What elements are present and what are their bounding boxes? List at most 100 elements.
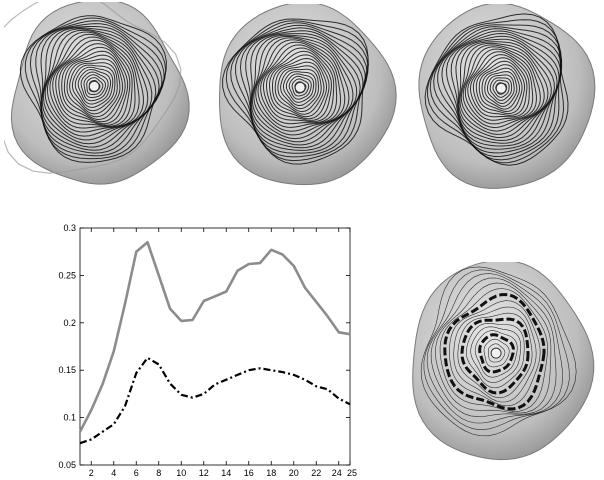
contour — [77, 68, 112, 105]
contour — [69, 62, 118, 115]
y-tick-label: 0.25 — [58, 270, 76, 280]
contour — [251, 35, 354, 140]
contour — [222, 18, 369, 165]
contour — [486, 74, 515, 105]
contour — [474, 330, 518, 378]
y-tick-label: 0.15 — [58, 365, 76, 375]
contour — [274, 61, 325, 115]
contour — [435, 282, 552, 414]
contour — [464, 48, 537, 125]
contour — [427, 19, 565, 164]
contour — [483, 338, 510, 368]
surface-peak — [88, 80, 100, 92]
y-tick-label: 0.2 — [63, 318, 76, 328]
contour — [472, 57, 528, 116]
contour — [478, 64, 523, 113]
y-tick-label: 0.05 — [58, 460, 76, 470]
contour — [445, 32, 560, 147]
contour — [469, 54, 530, 118]
contour — [66, 58, 121, 118]
y-axis: 0.05 0.1 0.15 0.2 0.25 0.3 — [58, 223, 350, 470]
x-tick-label: 24 — [332, 468, 342, 478]
contour — [424, 13, 569, 166]
contour — [266, 50, 332, 121]
contour — [453, 306, 537, 403]
contour — [86, 77, 104, 95]
contour — [49, 36, 136, 129]
contour — [420, 266, 577, 437]
contour — [288, 75, 312, 100]
y-tick-label: 0.3 — [63, 223, 76, 233]
contour — [423, 269, 570, 431]
contour — [239, 27, 366, 151]
surface-fold — [4, 2, 182, 174]
contour — [230, 22, 369, 158]
contour — [450, 35, 558, 144]
x-axis: 2 4 6 8 10 12 14 16 18 20 22 24 25 — [89, 228, 357, 478]
contour — [235, 24, 368, 154]
contour — [481, 67, 521, 110]
contour-lines — [222, 18, 369, 165]
contour — [262, 47, 335, 123]
contour — [253, 37, 350, 136]
plot-frame — [79, 227, 351, 466]
x-tick-label: 10 — [176, 468, 186, 478]
contour — [426, 273, 564, 424]
contour — [488, 343, 506, 363]
surface-shape — [10, 2, 190, 185]
contour — [449, 300, 541, 407]
contour — [35, 23, 163, 154]
x-tick-label: 12 — [199, 468, 209, 478]
contour — [80, 71, 109, 102]
contour — [455, 38, 555, 142]
surface-render-2 — [218, 4, 397, 186]
contour — [439, 288, 548, 412]
contour-lines — [420, 266, 577, 437]
series-line-2 — [79, 356, 351, 445]
thick-contour — [443, 293, 546, 411]
surface-shape — [412, 262, 595, 461]
contour — [250, 33, 361, 146]
contour — [61, 50, 126, 123]
thick-contour — [460, 317, 530, 395]
contour — [489, 77, 513, 101]
contour — [441, 30, 562, 150]
x-tick-label: 20 — [289, 468, 299, 478]
contour — [475, 60, 525, 115]
surface-peak — [490, 347, 502, 359]
x-tick-label: 2 — [89, 468, 94, 478]
contour — [457, 312, 533, 399]
contour — [83, 74, 107, 98]
contour — [41, 28, 153, 145]
contour — [467, 51, 534, 121]
x-tick-label: 18 — [266, 468, 276, 478]
contour — [40, 26, 160, 151]
contour — [225, 20, 369, 162]
x-tick-label: 25 — [347, 468, 357, 478]
surface-render-1 — [4, 2, 190, 185]
contour — [462, 46, 541, 129]
contour — [24, 17, 167, 160]
contour — [291, 78, 310, 97]
contour — [40, 27, 157, 148]
contour — [245, 30, 364, 149]
contour — [71, 64, 116, 112]
contour — [459, 42, 549, 135]
x-tick-label: 8 — [156, 468, 161, 478]
series-group — [78, 240, 351, 445]
contour — [272, 57, 328, 118]
contour — [283, 71, 317, 106]
contour — [470, 326, 522, 383]
contour — [44, 31, 144, 137]
x-tick-label: 22 — [311, 468, 321, 478]
series-line-1 — [78, 240, 351, 433]
contour — [465, 322, 525, 389]
x-tick-label: 14 — [221, 468, 231, 478]
x-tick-label: 4 — [111, 468, 116, 478]
surface-peak — [495, 82, 507, 94]
contour — [63, 54, 124, 121]
x-tick-label: 16 — [244, 468, 254, 478]
contour — [429, 24, 562, 161]
surface-peak — [294, 81, 306, 93]
contour-lines — [424, 13, 569, 166]
